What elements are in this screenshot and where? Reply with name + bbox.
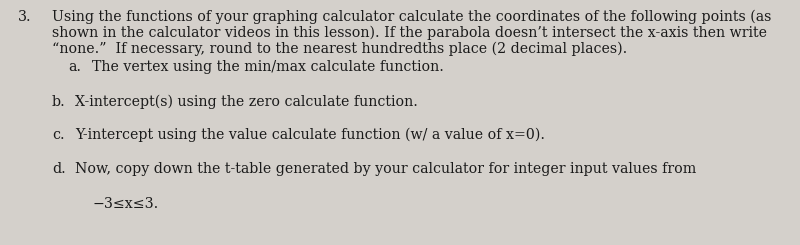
Text: b.: b. (52, 95, 66, 109)
Text: The vertex using the min/max calculate function.: The vertex using the min/max calculate f… (92, 60, 444, 74)
Text: Now, copy down the t-table generated by your calculator for integer input values: Now, copy down the t-table generated by … (75, 162, 696, 176)
Text: −3≤x≤3.: −3≤x≤3. (92, 197, 158, 211)
Text: c.: c. (52, 128, 65, 142)
Text: shown in the calculator videos in this lesson). If the parabola doesn’t intersec: shown in the calculator videos in this l… (52, 26, 767, 40)
Text: “none.”  If necessary, round to the nearest hundredths place (2 decimal places).: “none.” If necessary, round to the neare… (52, 42, 627, 56)
Text: 3.: 3. (18, 10, 32, 24)
Text: d.: d. (52, 162, 66, 176)
Text: X-intercept(s) using the zero calculate function.: X-intercept(s) using the zero calculate … (75, 95, 418, 109)
Text: a.: a. (68, 60, 81, 74)
Text: Y-intercept using the value calculate function (w/ a value of x=0).: Y-intercept using the value calculate fu… (75, 128, 545, 142)
Text: Using the functions of your graphing calculator calculate the coordinates of the: Using the functions of your graphing cal… (52, 10, 771, 24)
